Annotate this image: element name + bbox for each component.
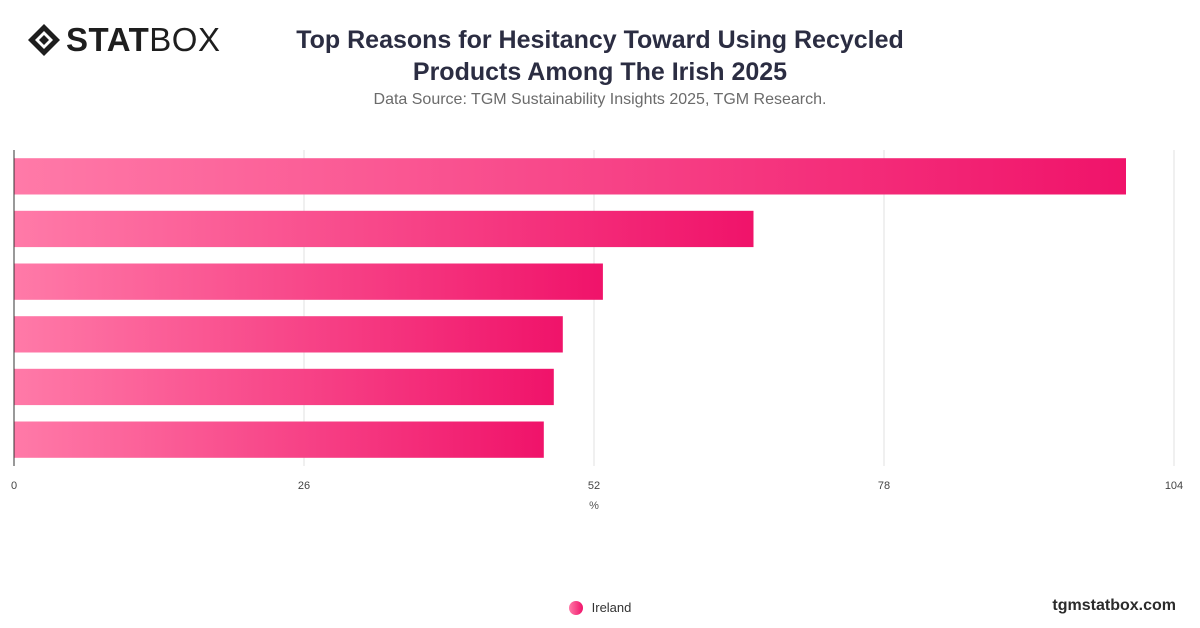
bar-6[interactable]	[14, 421, 544, 458]
bar-2[interactable]	[14, 210, 754, 248]
x-axis-label: %	[589, 500, 599, 512]
footer-site: tgmstatbox.com	[1052, 597, 1176, 614]
x-tick-label: 104	[1165, 480, 1183, 492]
legend-marker-ireland	[568, 600, 583, 615]
bar-4[interactable]	[14, 316, 563, 353]
logo-text-stat: STAT	[66, 21, 150, 58]
x-tick-label: 78	[878, 480, 890, 492]
chart-title: Top Reasons for Hesitancy Toward Using R…	[296, 26, 904, 86]
bar-3[interactable]	[14, 263, 603, 300]
logo-text-box: BOX	[149, 21, 221, 58]
bar-1[interactable]	[14, 158, 1126, 195]
chart-legend[interactable]: Ireland	[0, 600, 1200, 615]
x-tick-label: 52	[588, 480, 600, 492]
chart-subtitle: Data Source: TGM Sustainability Insights…	[373, 91, 827, 108]
x-tick-label: 26	[298, 480, 310, 492]
legend-label-ireland: Ireland	[591, 600, 632, 615]
x-tick-label: 0	[11, 480, 17, 492]
diamond-logo-icon	[28, 24, 60, 56]
statbox-logo: STAT BOX	[26, 22, 220, 58]
bar-5[interactable]	[14, 368, 554, 406]
